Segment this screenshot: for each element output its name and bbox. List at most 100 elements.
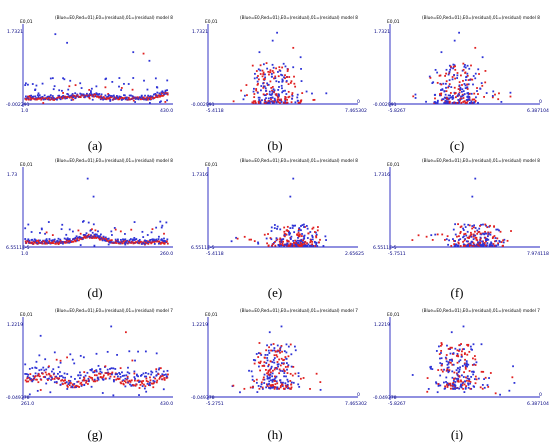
e0-residual-point	[462, 94, 465, 97]
e0-residual-point	[163, 237, 165, 240]
o1-residual-point	[53, 240, 56, 242]
e0-residual-point	[158, 368, 160, 371]
o1-residual-point	[148, 240, 151, 243]
e0-residual-point	[148, 383, 151, 386]
o1-residual-point	[58, 241, 61, 244]
e0-residual-point	[147, 372, 150, 375]
e0-residual-point	[275, 237, 278, 240]
e0-residual-point	[479, 244, 481, 247]
o1-residual-point	[276, 98, 279, 101]
e0-residual-point	[463, 83, 466, 85]
x-tick-label-max: 7.465302	[345, 108, 367, 114]
e0-residual-point	[149, 95, 152, 97]
o1-residual-point	[448, 369, 451, 372]
e0-residual-point	[159, 101, 161, 104]
e0-residual-point	[277, 365, 279, 368]
y-tick-label-bottom: 6.5511E-5	[373, 245, 397, 251]
o1-residual-point	[66, 386, 69, 388]
o1-residual-point	[454, 377, 457, 380]
o1-residual-point	[43, 97, 45, 100]
o1-residual-point	[284, 77, 286, 80]
e0-residual-point	[456, 95, 459, 98]
o1-residual-point	[38, 242, 40, 244]
e0-residual-point	[264, 94, 267, 97]
e0-residual-point	[280, 381, 282, 384]
e0-residual-point	[59, 98, 62, 101]
e0-residual-point	[470, 244, 473, 247]
o1-residual-point	[499, 230, 502, 233]
e0-residual-point	[277, 81, 280, 83]
o1-residual-point	[297, 234, 300, 237]
e0-residual-point	[92, 223, 95, 226]
e0-residual-point	[267, 101, 270, 104]
chart-panel-f: (Blue=E0,Red=01),E0=(residual),01=(resid…	[372, 155, 549, 270]
e0-residual-point	[148, 95, 151, 98]
e0-residual-point	[272, 88, 275, 91]
e0-residual-point	[96, 93, 98, 95]
e0-residual-point	[452, 388, 455, 390]
e0-residual-point	[427, 388, 430, 390]
e0-residual-point	[44, 358, 47, 361]
o1-residual-point	[475, 236, 478, 239]
o1-residual-point	[269, 71, 271, 74]
e0-residual-point	[74, 236, 77, 239]
e0-residual-point	[486, 242, 489, 244]
e0-residual-point	[473, 243, 476, 246]
o1-residual-point	[99, 238, 102, 241]
e0-residual-point	[447, 384, 450, 387]
e0-residual-point	[24, 373, 27, 375]
x-tick-label-max: 7.465302	[345, 401, 367, 407]
e0-residual-point	[105, 77, 108, 80]
e0-residual-point	[291, 97, 293, 100]
o1-residual-point	[41, 372, 44, 375]
o1-residual-point	[44, 371, 47, 374]
e0-residual-point	[443, 368, 445, 371]
o1-residual-point	[270, 385, 273, 388]
e0-residual-point	[491, 95, 494, 97]
e0-residual-point	[144, 239, 147, 242]
o1-residual-point	[283, 388, 286, 390]
o1-residual-point	[282, 240, 284, 243]
scatter-chart-b: (Blue=E0,Red=01),E0=(residual),01=(resid…	[191, 15, 367, 114]
o1-residual-point	[75, 239, 78, 242]
o1-residual-point	[115, 240, 118, 242]
o1-residual-point	[103, 237, 105, 240]
e0-residual-point	[462, 243, 465, 246]
e0-residual-point	[485, 244, 488, 247]
e0-residual-point	[50, 378, 53, 381]
o1-residual-point	[282, 362, 285, 365]
e0-residual-point	[274, 367, 277, 369]
o1-residual-point	[37, 240, 40, 243]
e0-residual-point	[458, 370, 461, 373]
e0-residual-point	[309, 245, 311, 247]
e0-residual-point	[480, 343, 483, 346]
e0-residual-point	[53, 85, 56, 88]
o1-residual-point	[453, 371, 456, 374]
o1-residual-point	[39, 389, 42, 391]
o1-residual-point	[159, 242, 162, 245]
o1-residual-point	[42, 376, 45, 378]
e0-residual-point	[156, 91, 159, 94]
o1-residual-point	[445, 72, 447, 75]
o1-residual-point	[439, 93, 441, 95]
o1-residual-point	[262, 86, 265, 89]
e0-residual-point	[104, 236, 107, 239]
o1-residual-point	[446, 97, 448, 100]
y-axis-label: E0,01	[387, 312, 400, 318]
o1-residual-point	[452, 66, 455, 68]
o1-residual-point	[258, 342, 261, 344]
e0-residual-point	[467, 382, 469, 385]
o1-residual-point	[458, 375, 461, 378]
o1-residual-point	[156, 96, 159, 99]
e0-residual-point	[112, 394, 115, 397]
o1-residual-point	[42, 102, 45, 104]
e0-residual-point	[297, 236, 299, 239]
e0-residual-point	[470, 92, 473, 95]
e0-residual-point	[446, 366, 449, 369]
o1-residual-point	[276, 355, 279, 358]
e0-residual-point	[159, 220, 162, 223]
o1-residual-point	[310, 239, 312, 242]
e0-residual-point	[480, 223, 482, 226]
e0-residual-point	[461, 88, 464, 91]
e0-residual-point	[73, 362, 76, 365]
